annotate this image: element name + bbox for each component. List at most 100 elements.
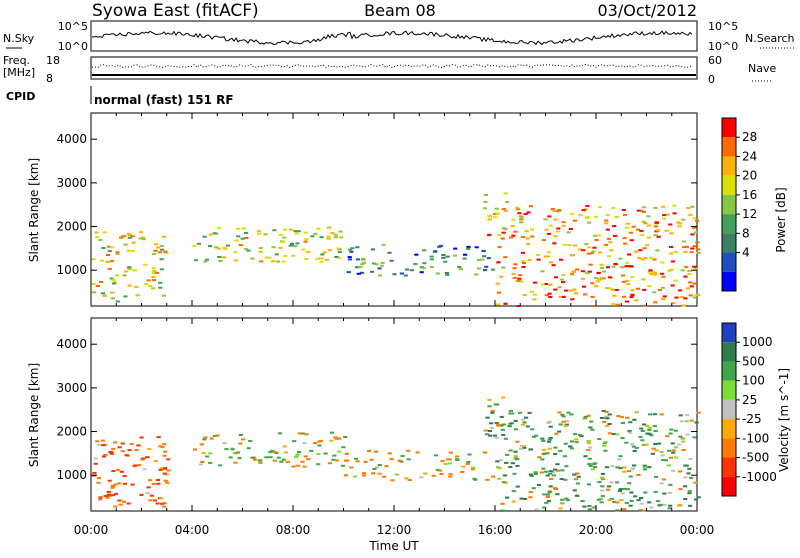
- echo-cell: [692, 265, 697, 268]
- echo-cell: [630, 276, 635, 279]
- echo-cell: [518, 274, 523, 277]
- echo-cell: [562, 243, 567, 246]
- echo-cell: [95, 285, 100, 287]
- echo-cell: [664, 229, 669, 232]
- echo-cell: [272, 459, 277, 462]
- echo-cell: [407, 479, 412, 481]
- echo-cell: [503, 256, 508, 259]
- echo-cell: [127, 284, 132, 287]
- echo-cell: [526, 243, 531, 245]
- echo-cell: [662, 295, 667, 298]
- echo-cell: [671, 469, 676, 472]
- echo-cell: [545, 493, 550, 496]
- echo-cell: [371, 472, 376, 475]
- echo-cell: [578, 214, 583, 216]
- y-tick-label: 4000: [56, 132, 87, 146]
- echo-cell: [687, 490, 692, 493]
- echo-cell: [96, 481, 101, 484]
- echo-cell: [561, 221, 566, 224]
- echo-cell: [122, 475, 127, 478]
- echo-cell: [503, 228, 508, 231]
- echo-cell: [264, 256, 269, 259]
- echo-cell: [668, 491, 673, 494]
- echo-cell: [668, 456, 673, 459]
- echo-cell: [267, 256, 272, 259]
- echo-cell: [689, 285, 694, 288]
- echo-cell: [333, 436, 338, 439]
- echo-cell: [558, 295, 563, 298]
- echo-cell: [586, 414, 591, 417]
- y-tick-label: 1000: [56, 263, 87, 277]
- nsky-panel-frame: [90, 20, 698, 52]
- echo-cell: [638, 249, 643, 252]
- echo-cell: [218, 464, 223, 467]
- echo-cell: [473, 478, 478, 481]
- echo-cell: [215, 434, 220, 437]
- echo-cell: [513, 428, 519, 431]
- echo-cell: [101, 247, 106, 249]
- colorbar-tick-label: 28: [742, 130, 757, 144]
- echo-cell: [599, 263, 604, 266]
- echo-cell: [326, 237, 331, 240]
- echo-cell: [476, 259, 481, 261]
- echo-cell: [140, 458, 145, 461]
- echo-cell: [696, 411, 701, 414]
- echo-cell: [600, 476, 605, 479]
- echo-cell: [474, 273, 479, 276]
- echo-cell: [369, 458, 374, 461]
- echo-cell: [680, 437, 685, 440]
- echo-cell: [553, 488, 559, 490]
- echo-cell: [119, 470, 124, 473]
- echo-cell: [263, 233, 268, 236]
- echo-cell: [141, 457, 146, 460]
- echo-cell: [592, 506, 597, 509]
- echo-cell: [628, 231, 633, 234]
- echo-cell: [583, 455, 588, 458]
- echo-cell: [485, 433, 490, 436]
- echo-cell: [575, 494, 580, 497]
- echo-cell: [264, 456, 269, 459]
- echo-cell: [587, 463, 592, 465]
- echo-cell: [641, 278, 646, 281]
- echo-cell: [693, 498, 699, 501]
- echo-cell: [485, 478, 490, 481]
- echo-cell: [127, 266, 132, 269]
- echo-cell: [669, 428, 674, 431]
- echo-cell: [246, 447, 251, 450]
- echo-cell: [222, 246, 227, 249]
- echo-cell: [611, 302, 616, 305]
- echo-cell: [523, 498, 528, 500]
- echo-cell: [500, 396, 506, 399]
- echo-cell: [158, 281, 163, 284]
- echo-cell: [612, 225, 617, 227]
- echo-cell: [585, 272, 590, 275]
- echo-cell: [162, 502, 167, 505]
- echo-cell: [547, 438, 552, 441]
- echo-cell: [546, 232, 551, 235]
- echo-cell: [389, 259, 394, 262]
- echo-cell: [92, 471, 97, 474]
- echo-cell: [681, 218, 686, 221]
- echo-cell: [115, 300, 120, 303]
- echo-cell: [528, 496, 533, 499]
- echo-cell: [643, 257, 648, 260]
- echo-cell: [544, 228, 549, 231]
- echo-cell: [246, 249, 251, 252]
- echo-cell: [492, 216, 497, 219]
- echo-cell: [96, 477, 101, 480]
- echo-cell: [282, 228, 288, 231]
- echo-cell: [572, 244, 578, 247]
- echo-cell: [521, 260, 526, 263]
- echo-cell: [329, 431, 335, 434]
- echo-cell: [322, 251, 327, 254]
- colorbar-tick-label: -1000: [742, 470, 777, 484]
- echo-cell: [117, 482, 122, 485]
- echo-cell: [681, 304, 686, 307]
- echo-cell: [597, 481, 602, 484]
- nsky-tick-bottom: 10^0: [58, 40, 88, 53]
- echo-cell: [622, 295, 627, 298]
- echo-cell: [496, 291, 501, 294]
- echo-cell: [548, 224, 553, 227]
- echo-cell: [592, 463, 597, 465]
- echo-cell: [281, 260, 286, 263]
